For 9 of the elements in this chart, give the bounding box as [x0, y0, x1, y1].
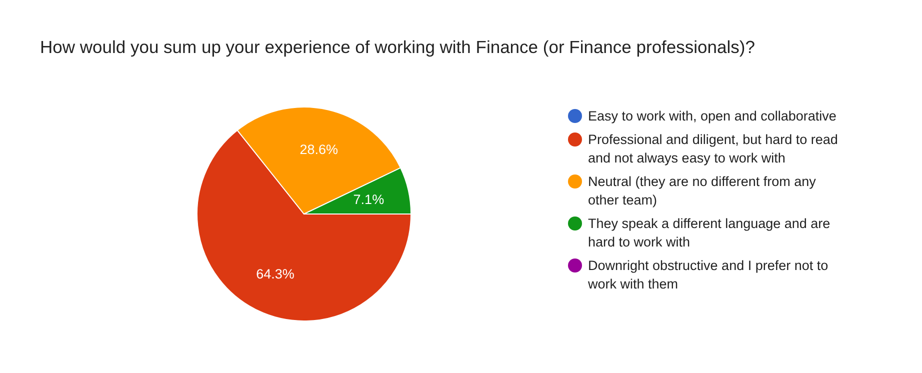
legend-label: Professional and diligent, but hard to read and not always easy to work with [588, 132, 838, 166]
legend-label: Neutral (they are no different from any other team) [588, 174, 816, 208]
data-label: 28.6% [300, 142, 338, 158]
legend-label: They speak a different language and are hard to work with [588, 216, 830, 250]
data-label: 64.3% [256, 266, 294, 282]
data-label: 7.1% [353, 192, 384, 208]
legend-label: Downright obstructive and I prefer not to work with them [587, 258, 828, 292]
legend-label: Easy to work with, open and collaborative [588, 108, 836, 124]
chart-title: How would you sum up your experience of working with Finance (or Finance professionals)? [40, 37, 756, 57]
